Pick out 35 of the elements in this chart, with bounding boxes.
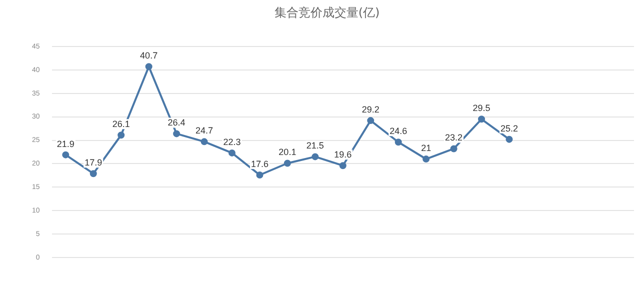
point — [339, 162, 346, 170]
data-label: 40.7 — [140, 50, 158, 61]
data-label: 21.9 — [56, 138, 74, 149]
point — [284, 160, 291, 167]
point — [228, 149, 236, 156]
data-label: 24.6 — [390, 126, 408, 136]
point — [450, 145, 458, 152]
data-label: 22.3 — [223, 136, 241, 147]
data-label: 17.6 — [250, 158, 268, 169]
point — [200, 138, 208, 146]
point — [367, 117, 374, 124]
data-label: 20.1 — [278, 147, 296, 158]
point — [118, 132, 125, 139]
data-label: 21 — [421, 143, 432, 154]
point — [256, 172, 264, 178]
point — [478, 116, 486, 123]
data-label: 23.2 — [445, 132, 463, 143]
data-label: 24.7 — [196, 126, 214, 136]
point — [62, 151, 70, 158]
point — [422, 156, 430, 163]
data-label: 26.1 — [112, 119, 130, 130]
data-label: 29.5 — [472, 103, 490, 114]
point — [312, 153, 319, 160]
data-label: 17.9 — [84, 158, 102, 168]
point — [173, 130, 180, 138]
point — [394, 138, 402, 146]
data-label: 29.2 — [362, 104, 380, 115]
data-label: 25.2 — [500, 123, 518, 134]
point — [145, 63, 152, 70]
data-label: 26.4 — [168, 118, 186, 128]
chart-title: 集合竞价成交量(亿) — [274, 5, 380, 20]
data-label: 21.5 — [306, 140, 324, 151]
point — [90, 170, 97, 178]
point — [506, 136, 513, 143]
data-label: 19.6 — [334, 150, 352, 160]
